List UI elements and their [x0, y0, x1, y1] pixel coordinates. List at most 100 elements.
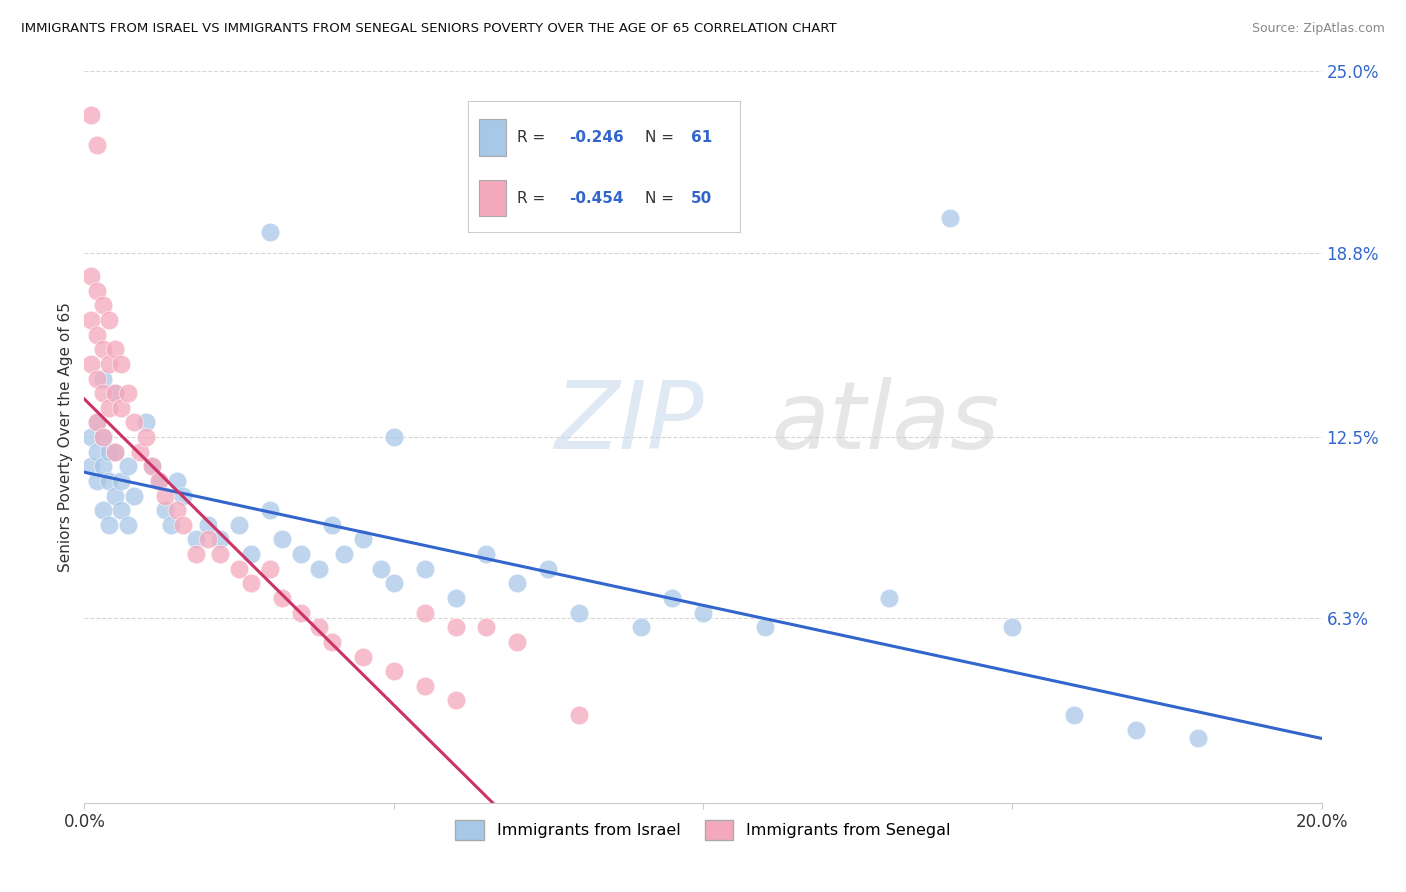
Point	[86, 284, 108, 298]
Point	[382, 576, 405, 591]
Point	[308, 562, 330, 576]
Point	[352, 533, 374, 547]
Point	[382, 430, 405, 444]
Point	[259, 225, 281, 239]
Point	[141, 459, 163, 474]
Point	[568, 606, 591, 620]
Point	[110, 357, 132, 371]
Point	[86, 444, 108, 458]
Point	[122, 416, 145, 430]
Point	[91, 371, 114, 385]
Point	[160, 517, 183, 532]
Point	[228, 517, 250, 532]
Point	[321, 635, 343, 649]
Point	[308, 620, 330, 634]
Point	[537, 562, 560, 576]
Point	[692, 606, 714, 620]
Point	[122, 489, 145, 503]
Point	[413, 562, 436, 576]
Point	[86, 474, 108, 488]
Point	[1125, 723, 1147, 737]
Point	[184, 547, 207, 561]
Text: Source: ZipAtlas.com: Source: ZipAtlas.com	[1251, 22, 1385, 36]
Point	[153, 503, 176, 517]
Point	[79, 459, 101, 474]
Point	[271, 591, 294, 605]
Point	[290, 547, 312, 561]
Point	[271, 533, 294, 547]
Point	[172, 489, 194, 503]
Point	[197, 517, 219, 532]
Point	[259, 503, 281, 517]
Point	[86, 416, 108, 430]
Point	[98, 517, 121, 532]
Point	[209, 547, 232, 561]
Point	[333, 547, 356, 561]
Point	[506, 576, 529, 591]
Point	[939, 211, 962, 225]
Point	[91, 430, 114, 444]
Point	[129, 444, 152, 458]
Point	[98, 474, 121, 488]
Point	[104, 489, 127, 503]
Point	[117, 386, 139, 401]
Point	[86, 416, 108, 430]
Point	[166, 474, 188, 488]
Point	[91, 430, 114, 444]
Point	[444, 591, 467, 605]
Point	[153, 489, 176, 503]
Point	[135, 416, 157, 430]
Point	[382, 664, 405, 678]
Point	[110, 401, 132, 415]
Point	[135, 430, 157, 444]
Point	[79, 269, 101, 284]
Point	[104, 343, 127, 357]
Point	[370, 562, 392, 576]
Point	[117, 459, 139, 474]
Point	[444, 620, 467, 634]
Point	[240, 547, 263, 561]
Point	[104, 444, 127, 458]
Point	[290, 606, 312, 620]
Point	[754, 620, 776, 634]
Point	[91, 459, 114, 474]
Legend: Immigrants from Israel, Immigrants from Senegal: Immigrants from Israel, Immigrants from …	[449, 814, 957, 846]
Point	[352, 649, 374, 664]
Point	[86, 327, 108, 342]
Point	[79, 313, 101, 327]
Point	[79, 357, 101, 371]
Point	[1063, 708, 1085, 723]
Point	[1001, 620, 1024, 634]
Point	[104, 386, 127, 401]
Point	[475, 620, 498, 634]
Point	[661, 591, 683, 605]
Point	[91, 343, 114, 357]
Point	[506, 635, 529, 649]
Point	[228, 562, 250, 576]
Point	[568, 708, 591, 723]
Point	[413, 679, 436, 693]
Point	[209, 533, 232, 547]
Point	[86, 371, 108, 385]
Point	[86, 137, 108, 152]
Point	[877, 591, 900, 605]
Point	[79, 430, 101, 444]
Point	[1187, 731, 1209, 746]
Point	[91, 503, 114, 517]
Point	[98, 401, 121, 415]
Point	[197, 533, 219, 547]
Point	[148, 474, 170, 488]
Point	[141, 459, 163, 474]
Point	[79, 108, 101, 122]
Y-axis label: Seniors Poverty Over the Age of 65: Seniors Poverty Over the Age of 65	[58, 302, 73, 572]
Point	[240, 576, 263, 591]
Point	[98, 357, 121, 371]
Point	[172, 517, 194, 532]
Point	[413, 606, 436, 620]
Point	[630, 620, 652, 634]
Point	[117, 517, 139, 532]
Text: IMMIGRANTS FROM ISRAEL VS IMMIGRANTS FROM SENEGAL SENIORS POVERTY OVER THE AGE O: IMMIGRANTS FROM ISRAEL VS IMMIGRANTS FRO…	[21, 22, 837, 36]
Text: atlas: atlas	[770, 377, 1000, 468]
Point	[104, 444, 127, 458]
Text: ZIP: ZIP	[554, 377, 704, 468]
